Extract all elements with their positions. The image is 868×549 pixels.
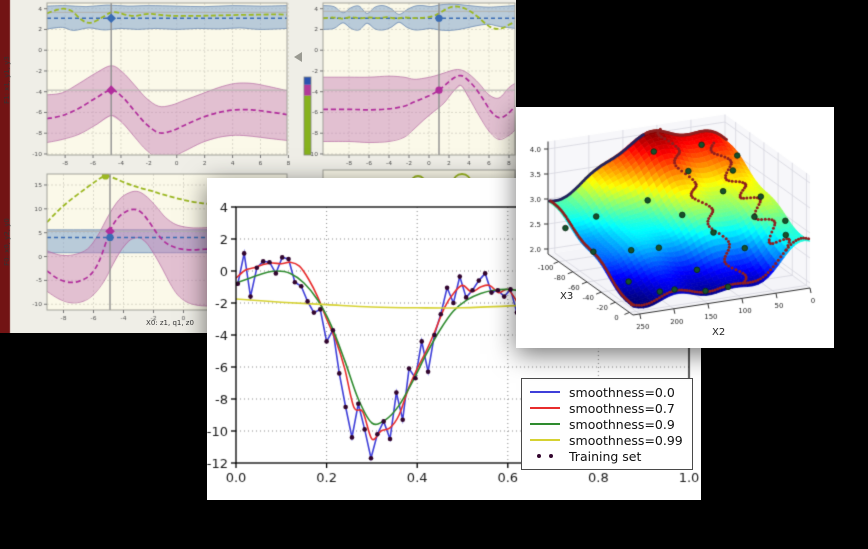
f1-y-axis-label: F1: x1, y1, y3 [3, 56, 11, 104]
legend-label: Training set [569, 448, 642, 464]
legend-line-swatch [530, 438, 560, 442]
legend-entry: smoothness=0.0 [530, 384, 684, 400]
surface-3d-figure: X3 X2 [516, 107, 834, 348]
legend-entry: smoothness=0.9 [530, 416, 684, 432]
legend-label: smoothness=0.7 [569, 400, 675, 416]
legend-entry: Training set [530, 448, 684, 464]
f0-y-axis-label: F0: x0, y2, y0 [3, 218, 11, 266]
legend-label: smoothness=0.9 [569, 416, 675, 432]
legend-dots-swatch [530, 454, 560, 458]
legend-line-swatch [530, 406, 560, 410]
x3-axis-label: X3 [560, 291, 574, 302]
surface-3d-canvas [516, 107, 834, 348]
legend-entry: smoothness=0.7 [530, 400, 684, 416]
legend-line-swatch [530, 390, 560, 394]
slider-handle-icon[interactable] [294, 52, 302, 62]
chart-legend: smoothness=0.0 smoothness=0.7 smoothness=0… [521, 378, 693, 470]
legend-line-swatch [530, 422, 560, 426]
legend-label: smoothness=0.99 [569, 432, 683, 448]
gp-application-window: F1: x1, y1, y3 F0: x0, y2, y0 X0: z1, q1… [0, 0, 516, 333]
x2-axis-label: X2 [712, 327, 726, 338]
legend-entry: smoothness=0.99 [530, 432, 684, 448]
f0-x-axis-label: X0: z1, q1, z0 [146, 319, 194, 327]
legend-label: smoothness=0.0 [569, 384, 675, 400]
